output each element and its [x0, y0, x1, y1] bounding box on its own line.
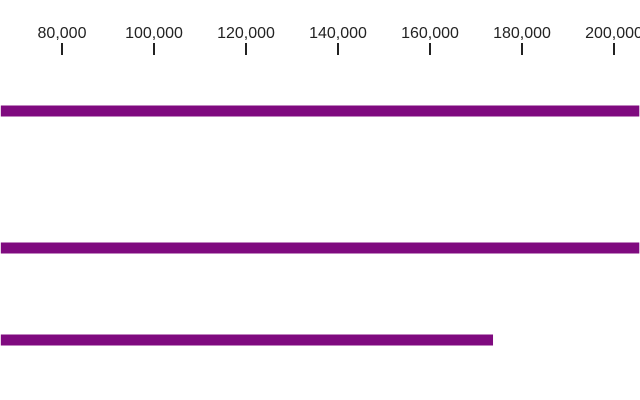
axis-tick-label: 140,000: [309, 25, 367, 42]
axis-tick-label: 180,000: [493, 25, 551, 42]
axis-tick-label: 200,000: [585, 25, 640, 42]
bar: [0, 334, 494, 346]
axis-tick-label: 120,000: [217, 25, 275, 42]
axis-tick-label: 160,000: [401, 25, 459, 42]
axis-tick-label: 80,000: [38, 25, 87, 42]
bar: [0, 242, 640, 254]
bar: [0, 105, 640, 117]
axis-tick-label: 100,000: [125, 25, 183, 42]
